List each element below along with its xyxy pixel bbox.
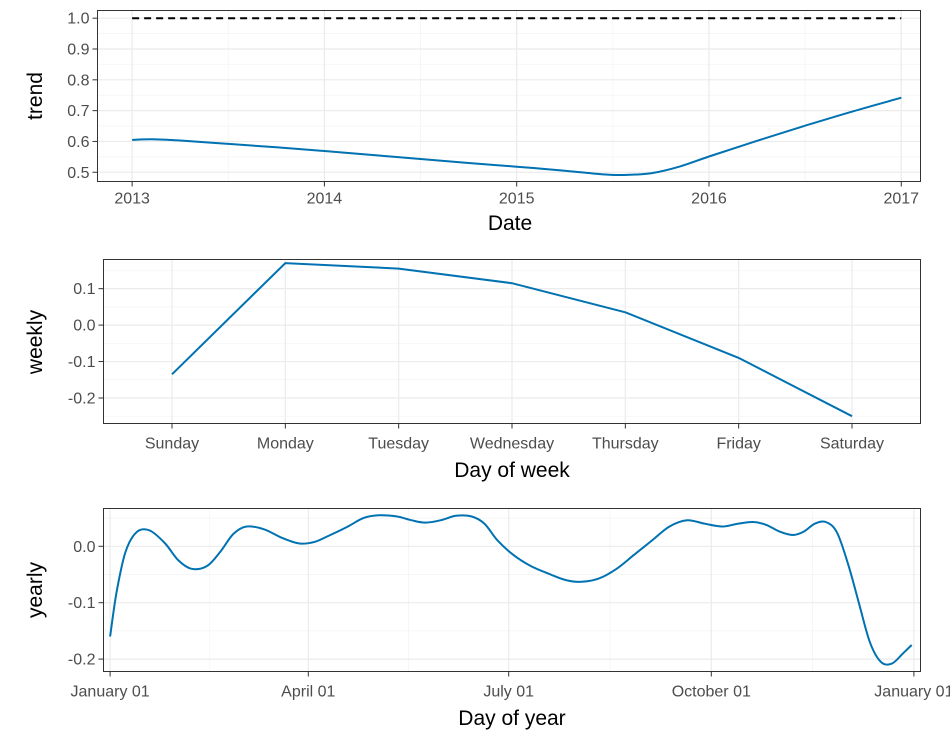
weekly-y-tick-label: 0.1 (73, 281, 95, 298)
yearly-x-tick-label: October 01 (672, 684, 751, 701)
yearly-minor-grid (103, 508, 921, 672)
trend-minor-grid (97, 10, 921, 182)
yearly-x-tick-labels: January 01 April 01 July 01 October 01 Janua… (71, 671, 950, 701)
weekly-y-tick-labels: -0.2 -0.1 0.0 0.1 (68, 281, 104, 407)
trend-x-tick-label: 2016 (691, 191, 727, 208)
weekly-y-tick-label: 0.0 (73, 318, 95, 335)
weekly-x-axis-title: Day of week (454, 459, 570, 482)
weekly-panel: -0.2 -0.1 0.0 0.1 Sunday Monday Tuesday Wednes… (24, 259, 921, 482)
yearly-plot-border (103, 508, 921, 672)
trend-x-tick-label: 2014 (307, 191, 343, 208)
yearly-panel: -0.2 -0.1 0.0 January 01 April 01 July 01 Oct… (24, 508, 950, 730)
yearly-x-tick-label: January 01 (874, 684, 950, 701)
weekly-y-tick-label: -0.2 (68, 390, 96, 407)
weekly-x-tick-label: Wednesday (470, 436, 554, 453)
weekly-x-tick-labels: Sunday Monday Tuesday Wednesday Thursday Frid… (145, 423, 884, 453)
trend-plot-border (97, 10, 921, 182)
yearly-x-axis-title: Day of year (458, 707, 565, 730)
yearly-major-grid (103, 508, 921, 672)
weekly-x-tick-label: Monday (257, 436, 314, 453)
weekly-line (171, 262, 853, 418)
trend-y-tick-label: 0.5 (67, 165, 89, 182)
trend-y-tick-label: 0.6 (67, 134, 89, 151)
trend-y-axis-title: trend (24, 72, 47, 120)
yearly-y-axis-title: yearly (24, 561, 47, 618)
trend-y-tick-label: 0.7 (67, 103, 89, 120)
weekly-y-axis-title: weekly (24, 309, 47, 375)
yearly-series (109, 514, 913, 666)
trend-y-tick-label: 0.9 (67, 42, 89, 59)
weekly-x-tick-label: Sunday (145, 436, 199, 453)
yearly-y-tick-label: -0.2 (68, 652, 96, 669)
trend-panel: 0.50.60.70.80.91.0 2013 2014 2015 2016 2017 … (24, 10, 921, 235)
yearly-x-tick-label: January 01 (71, 684, 150, 701)
trend-major-grid (97, 10, 921, 182)
trend-x-tick-label: 2017 (883, 191, 919, 208)
weekly-y-tick-label: -0.1 (68, 354, 96, 371)
trend-y-tick-labels: 0.5 0.6 0.7 0.8 0.9 1.0 (67, 11, 98, 182)
trend-line (132, 96, 902, 177)
weekly-x-tick-label: Saturday (820, 436, 884, 453)
yearly-y-tick-labels: -0.2 -0.1 0.0 (68, 539, 104, 669)
yearly-x-tick-label: April 01 (281, 684, 335, 701)
trend-x-tick-label: 2015 (499, 191, 535, 208)
weekly-major-grid (103, 259, 921, 424)
trend-series (132, 96, 902, 177)
weekly-x-tick-label: Tuesday (368, 436, 429, 453)
yearly-x-tick-label: July 01 (483, 684, 534, 701)
yearly-y-tick-label: -0.1 (68, 595, 96, 612)
trend-y-tick-label: 0.8 (67, 72, 89, 89)
trend-x-tick-label: 2013 (114, 191, 150, 208)
yearly-y-tick-label: 0.0 (73, 539, 95, 556)
weekly-x-tick-label: Thursday (592, 436, 659, 453)
trend-y-tick-label: 1.0 (67, 11, 89, 28)
trend-x-axis-title: Date (488, 212, 532, 235)
trend-x-tick-labels: 2013 2014 2015 2016 2017 (114, 181, 919, 208)
weekly-x-tick-label: Friday (716, 436, 760, 453)
yearly-line (109, 514, 913, 666)
weekly-series (171, 262, 853, 418)
